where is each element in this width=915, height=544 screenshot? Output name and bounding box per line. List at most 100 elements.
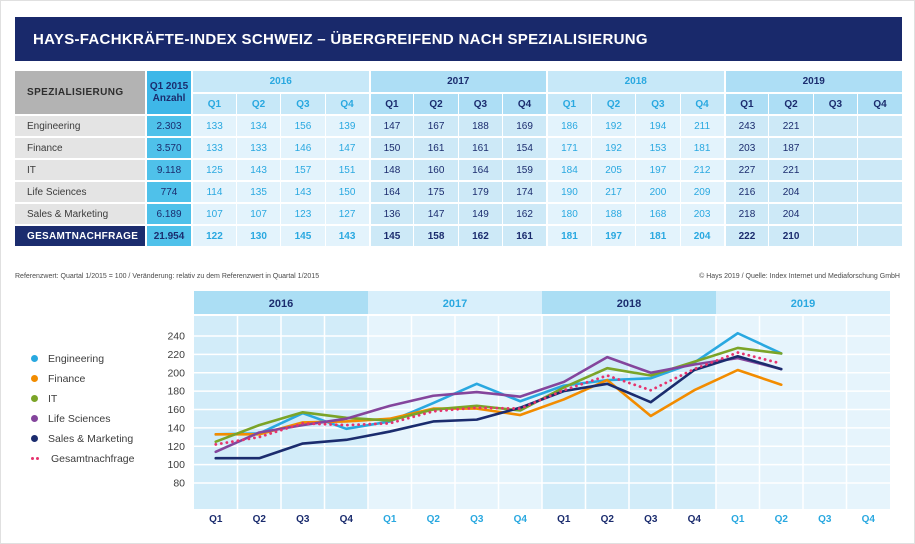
- index-value: [857, 203, 902, 226]
- y-tick-label-180: 180: [167, 386, 185, 398]
- quarter-header-2018-Q2: Q2: [590, 93, 636, 116]
- index-value: [857, 181, 902, 204]
- series-line-finance: [214, 368, 783, 436]
- index-value: 188: [590, 203, 636, 226]
- index-value: 211: [679, 115, 725, 138]
- index-value: 205: [590, 159, 636, 182]
- row-label: Sales & Marketing: [15, 203, 146, 226]
- footnote-reference: Referenzwert: Quartal 1/2015 = 100 / Ver…: [15, 273, 320, 280]
- legend-item-finance: Finance: [31, 373, 134, 385]
- index-value: 175: [413, 181, 459, 204]
- index-value: 164: [368, 181, 414, 204]
- index-value: 227: [723, 159, 769, 182]
- dotted-line-marker: [31, 455, 41, 462]
- dot-marker: [31, 375, 38, 382]
- table-row-sales-marketing: Sales & Marketing 6.189 107 107 123 127 136 147…: [15, 203, 902, 226]
- index-value: 127: [324, 203, 370, 226]
- quarter-header-2016-Q4: Q4: [324, 93, 370, 116]
- index-value: 197: [635, 159, 681, 182]
- x-tick-label-2017-Q4: Q4: [514, 514, 528, 525]
- index-value: 216: [723, 181, 769, 204]
- chart-year-label-2019: 2019: [791, 298, 815, 310]
- index-value: [857, 137, 902, 160]
- index-value: 158: [413, 225, 459, 248]
- index-value: [812, 181, 858, 204]
- legend-label: Sales & Marketing: [48, 432, 134, 445]
- quarter-header-2019-Q1: Q1: [723, 93, 769, 116]
- index-value: 149: [457, 203, 503, 226]
- year-header-2019: 2019: [723, 71, 902, 94]
- index-value: 218: [723, 203, 769, 226]
- index-value: 180: [545, 203, 592, 226]
- index-value: 187: [768, 137, 814, 160]
- index-value: 192: [590, 137, 636, 160]
- table-head: SPEZIALISIERUNG Q1 2015 Anzahl 2016 2017 2018…: [15, 71, 902, 116]
- index-value: 114: [190, 181, 237, 204]
- chart-year-label-2017: 2017: [443, 298, 467, 310]
- index-value: 143: [324, 225, 370, 248]
- index-value: 161: [413, 137, 459, 160]
- legend-item-gesamtnachfrage: Gesamtnachfrage: [31, 453, 134, 465]
- index-value: 161: [457, 137, 503, 160]
- row-label: IT: [15, 159, 146, 182]
- dot-marker: [31, 355, 38, 362]
- index-value: 160: [413, 159, 459, 182]
- index-value: 143: [280, 181, 326, 204]
- legend-item-life-sciences: Life Sciences: [31, 412, 134, 425]
- row-label: Finance: [15, 137, 146, 160]
- index-value: 184: [545, 159, 592, 182]
- x-tick-label-2019-Q3: Q3: [818, 514, 832, 525]
- index-value: 159: [502, 159, 547, 182]
- dot: [36, 457, 39, 460]
- index-table: SPEZIALISIERUNG Q1 2015 Anzahl 2016 2017 2018…: [15, 71, 902, 248]
- anzahl-value: 3.570: [145, 137, 193, 160]
- x-tick-label-2017-Q1: Q1: [383, 514, 397, 525]
- legend-item-it: IT: [31, 392, 134, 405]
- quarter-header-2018-Q1: Q1: [545, 93, 592, 116]
- index-value: 153: [635, 137, 681, 160]
- index-value: 210: [768, 225, 814, 248]
- index-value: [812, 225, 858, 248]
- anzahl-value: 774: [145, 181, 193, 204]
- index-value: 143: [235, 159, 281, 182]
- index-value: 162: [457, 225, 503, 248]
- quarter-header-2019-Q3: Q3: [812, 93, 858, 116]
- anzahl-value: 2.303: [145, 115, 193, 138]
- x-tick-label-2019-Q4: Q4: [862, 514, 876, 525]
- index-value: 188: [457, 115, 503, 138]
- legend-label: Life Sciences: [48, 412, 111, 425]
- index-value: [857, 159, 902, 182]
- index-value: 209: [679, 181, 725, 204]
- y-tick-label-240: 240: [167, 331, 185, 343]
- index-value: 151: [324, 159, 370, 182]
- index-value: 168: [635, 203, 681, 226]
- chart-year-band-2018: [542, 291, 716, 314]
- table-row-total: GESAMTNACHFRAGE 21.954 122 130 145 143 145 158 1…: [15, 225, 902, 248]
- table-row-engineering: Engineering 2.303 133 134 156 139 147 167 188 169…: [15, 115, 902, 138]
- index-value: 212: [679, 159, 725, 182]
- legend-label: IT: [48, 392, 58, 405]
- x-tick-label-2016-Q2: Q2: [253, 514, 267, 525]
- series-line-it: [214, 346, 783, 443]
- index-value: 217: [590, 181, 636, 204]
- index-value: 222: [723, 225, 769, 248]
- series-line-life-sciences: [214, 355, 783, 454]
- chart-year-label-2018: 2018: [617, 298, 641, 310]
- index-value: 161: [502, 225, 547, 248]
- table-row-life-sciences: Life Sciences 774 114 135 143 150 164 175 179 174…: [15, 181, 902, 204]
- index-value: 167: [413, 115, 459, 138]
- index-value: [812, 159, 858, 182]
- x-tick-label-2018-Q4: Q4: [688, 514, 702, 525]
- table-body: Engineering 2.303 133 134 156 139 147 167 188 169…: [15, 115, 902, 248]
- index-value: 169: [502, 115, 547, 138]
- index-value: 147: [324, 137, 370, 160]
- page-title: HAYS-FACHKRÄFTE-INDEX SCHWEIZ – ÜBERGREI…: [33, 30, 648, 48]
- row-label: Engineering: [15, 115, 146, 138]
- index-value: 203: [679, 203, 725, 226]
- legend-label: Engineering: [48, 352, 105, 365]
- chart-year-label-2016: 2016: [269, 298, 293, 310]
- index-value: 134: [235, 115, 281, 138]
- y-tick-label-80: 80: [173, 478, 185, 490]
- index-value: 221: [768, 115, 814, 138]
